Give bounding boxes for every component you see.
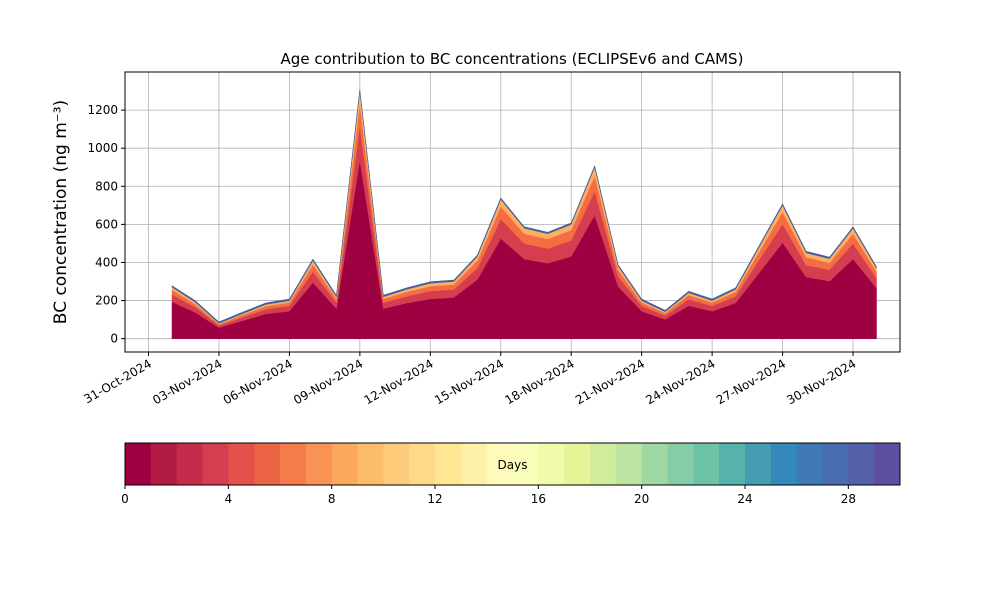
y-tick-label: 800 <box>95 179 118 193</box>
colorbar-swatch <box>770 443 798 485</box>
y-tick-label: 600 <box>95 217 118 231</box>
y-tick-label: 0 <box>110 332 118 346</box>
colorbar-swatch <box>228 443 255 485</box>
colorbar-tick-label: 12 <box>427 492 442 506</box>
x-tick-label: 09-Nov-2024 <box>291 356 365 407</box>
colorbar-swatch <box>409 443 436 485</box>
colorbar-tick-label: 8 <box>328 492 336 506</box>
colorbar-swatch <box>202 443 229 485</box>
colorbar-swatch <box>745 443 772 485</box>
y-tick-label: 400 <box>95 255 118 269</box>
colorbar-swatch <box>667 443 694 485</box>
colorbar-swatch <box>615 443 643 485</box>
colorbar-swatch <box>486 443 513 485</box>
x-tick-label: 12-Nov-2024 <box>362 356 436 407</box>
colorbar-swatch <box>641 443 668 485</box>
colorbar-tick-label: 28 <box>841 492 856 506</box>
colorbar-label: Days <box>498 458 528 472</box>
colorbar-swatch <box>150 443 178 485</box>
colorbar-swatch <box>564 443 591 485</box>
colorbar-frame <box>124 442 901 486</box>
colorbar-swatch <box>331 443 358 485</box>
colorbar-swatch <box>125 443 152 485</box>
colorbar-swatch <box>538 443 565 485</box>
x-tick-label: 18-Nov-2024 <box>503 356 577 407</box>
colorbar-swatch <box>176 443 203 485</box>
colorbar-swatch <box>874 443 901 485</box>
colorbar-swatch <box>305 443 333 485</box>
x-tick-label: 24-Nov-2024 <box>643 356 717 407</box>
colorbar-tick-label: 4 <box>225 492 233 506</box>
x-tick-label: 31-Oct-2024 <box>82 356 154 406</box>
colorbar-swatch <box>590 443 617 485</box>
colorbar-swatch <box>848 443 875 485</box>
colorbar-swatch <box>512 443 539 485</box>
colorbar-tick-label: 20 <box>634 492 649 506</box>
x-tick-label: 15-Nov-2024 <box>432 356 506 407</box>
chart-title: Age contribution to BC concentrations (E… <box>281 50 744 68</box>
colorbar-swatch <box>254 443 281 485</box>
colorbar-swatch <box>460 443 488 485</box>
area-layer <box>171 89 877 324</box>
plot-frame <box>124 71 901 353</box>
colorbar-swatch <box>693 443 720 485</box>
colorbar-tick-label: 16 <box>531 492 546 506</box>
colorbar-tick-label: 0 <box>121 492 129 506</box>
colorbar-swatch <box>719 443 746 485</box>
y-tick-label: 200 <box>95 294 118 308</box>
colorbar-swatch <box>822 443 849 485</box>
x-tick-label: 06-Nov-2024 <box>221 356 295 407</box>
x-tick-label: 30-Nov-2024 <box>784 356 858 407</box>
colorbar-tick-label: 24 <box>737 492 752 506</box>
colorbar-swatch <box>280 443 307 485</box>
x-tick-label: 21-Nov-2024 <box>573 356 647 407</box>
y-axis-label: BC concentration (ng m⁻³) <box>51 100 71 324</box>
colorbar-swatch <box>435 443 462 485</box>
colorbar-swatch <box>383 443 410 485</box>
colorbar-swatch <box>357 443 384 485</box>
x-tick-label: 27-Nov-2024 <box>714 356 788 407</box>
y-tick-label: 1000 <box>87 141 118 155</box>
y-tick-label: 1200 <box>87 103 118 117</box>
x-tick-label: 03-Nov-2024 <box>150 356 224 407</box>
colorbar-swatch <box>796 443 823 485</box>
